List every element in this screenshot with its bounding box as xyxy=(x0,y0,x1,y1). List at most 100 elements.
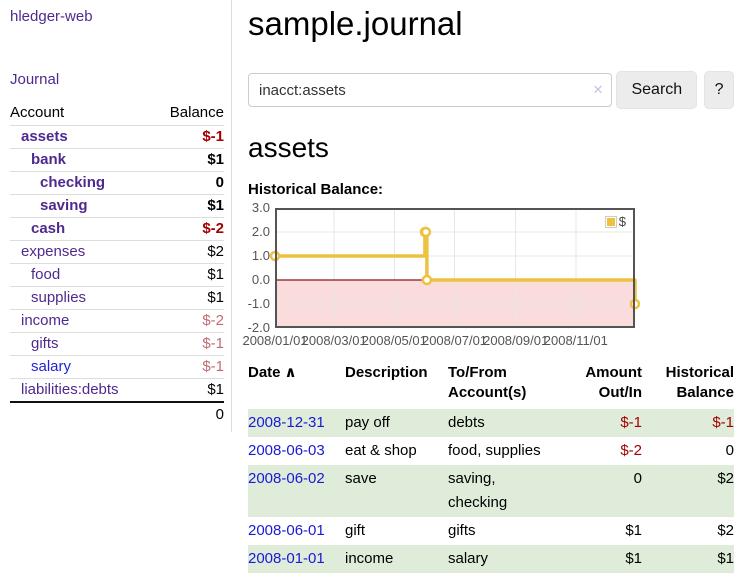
brand-link[interactable]: hledger-web xyxy=(10,8,93,25)
account-balance: $-1 xyxy=(152,355,224,379)
transaction-balance: 0 xyxy=(725,442,734,459)
sidebar: hledger-web Journal Account Balance asse… xyxy=(0,0,232,432)
register-row: 2008-01-01 income salary $1 $1 xyxy=(248,545,734,573)
y-tick-label: 1.0 xyxy=(251,248,270,263)
account-balance: $-1 xyxy=(152,125,224,149)
transaction-date-link[interactable]: 2008-12-31 xyxy=(248,414,325,431)
transaction-date-link[interactable]: 2008-06-01 xyxy=(248,522,325,539)
transaction-amount: $-2 xyxy=(620,442,642,459)
account-link[interactable]: cash xyxy=(31,220,66,237)
description-column-header: Description xyxy=(345,364,428,381)
transaction-amount: $-1 xyxy=(620,414,642,431)
account-balance: $-2 xyxy=(152,309,224,333)
transaction-description: eat & shop xyxy=(345,442,417,459)
y-tick-label: 3.0 xyxy=(251,200,270,215)
date-column-header[interactable]: Date ∧ xyxy=(248,364,297,381)
chart-y-axis: 3.0 2.0 1.0 0.0 -1.0 -2.0 xyxy=(247,201,270,335)
register-header-row: Date ∧ Description To/From Account(s) Amo… xyxy=(248,363,734,409)
y-tick-label: -1.0 xyxy=(247,296,270,311)
transaction-amount: $1 xyxy=(625,550,642,567)
account-balance: $1 xyxy=(152,263,224,287)
transaction-balance: $2 xyxy=(717,522,734,539)
main-content: sample.journal ✕ Search ? assets Histori… xyxy=(242,0,734,573)
search-box: ✕ xyxy=(248,73,613,107)
transaction-date-link[interactable]: 2008-06-02 xyxy=(248,470,325,487)
account-balance: $1 xyxy=(152,286,224,310)
account-link[interactable]: bank xyxy=(31,151,67,168)
account-row: gifts $-1 xyxy=(10,332,224,356)
transaction-date-link[interactable]: 2008-01-01 xyxy=(248,550,325,567)
account-balance: $1 xyxy=(152,194,224,218)
transaction-accounts: food, supplies xyxy=(448,442,541,459)
data-point xyxy=(420,226,432,238)
accounts-table: Account Balance assets $-1 bank $1 checking 0… xyxy=(10,101,224,426)
x-tick-label: 2008/01/01 xyxy=(242,333,308,348)
chart-title: Historical Balance: xyxy=(248,181,384,198)
account-balance: 0 xyxy=(152,171,224,195)
amount-column-header: Amount Out/In xyxy=(585,364,642,401)
accounts-header-row: Account Balance xyxy=(10,101,224,126)
account-link[interactable]: expenses xyxy=(21,243,86,260)
chart-plot-area: $ xyxy=(269,208,641,328)
account-balance: $1 xyxy=(152,378,224,403)
account-link[interactable]: income xyxy=(21,312,70,329)
clear-search-icon[interactable]: ✕ xyxy=(592,82,604,97)
legend-label: $ xyxy=(618,214,626,229)
search-button[interactable]: Search xyxy=(616,71,698,109)
account-heading: assets xyxy=(248,132,329,163)
account-row: salary $-1 xyxy=(10,355,224,379)
account-row: supplies $1 xyxy=(10,286,224,310)
transaction-description: income xyxy=(345,550,394,567)
transaction-accounts: gifts xyxy=(448,522,476,539)
y-tick-label: 0.0 xyxy=(251,272,270,287)
search-input[interactable] xyxy=(248,73,613,107)
account-row: saving $1 xyxy=(10,194,224,218)
transaction-balance: $-1 xyxy=(712,414,734,431)
accounts-column-header-register: To/From Account(s) xyxy=(448,364,527,401)
x-tick-label: 2008/09/01 xyxy=(483,333,549,348)
y-tick-label: -2.0 xyxy=(247,320,270,335)
account-row: food $1 xyxy=(10,263,224,287)
transaction-amount: 0 xyxy=(633,470,642,487)
chart-svg xyxy=(269,208,641,328)
chart-x-axis: 2008/01/01 2008/03/01 2008/05/01 2008/07/01… xyxy=(242,333,635,350)
account-row: assets $-1 xyxy=(10,125,224,149)
sort-ascending-icon: ∧ xyxy=(284,364,297,381)
accounts-total-balance: 0 xyxy=(152,401,224,426)
journal-link[interactable]: Journal xyxy=(10,71,60,88)
account-link[interactable]: supplies xyxy=(31,289,87,306)
account-link[interactable]: liabilities:debts xyxy=(21,381,119,398)
account-link[interactable]: food xyxy=(31,266,61,283)
transaction-date-link[interactable]: 2008-06-03 xyxy=(248,442,325,459)
transaction-balance: $2 xyxy=(717,470,734,487)
historical-balance-column-header: Historical Balance xyxy=(665,364,734,401)
account-link[interactable]: saving xyxy=(40,197,88,214)
x-tick-label: 2008/11/01 xyxy=(543,333,608,348)
transaction-description: gift xyxy=(345,522,366,539)
plot-border xyxy=(275,208,635,328)
register-table-body: 2008-12-31 pay off debts $-1 $-1 2008-06-03 ea… xyxy=(248,409,734,573)
register-row: 2008-12-31 pay off debts $-1 $-1 xyxy=(248,409,734,437)
account-balance: $1 xyxy=(152,148,224,172)
transaction-amount: $1 xyxy=(625,522,642,539)
balance-column-header: Balance xyxy=(152,101,224,126)
transaction-accounts: saving, checking xyxy=(448,470,508,511)
account-row: cash $-2 xyxy=(10,217,224,241)
transaction-description: save xyxy=(345,470,377,487)
register-row: 2008-06-03 eat & shop food, supplies $-2 0 xyxy=(248,437,734,465)
x-tick-label: 2008/07/01 xyxy=(421,333,488,348)
account-link[interactable]: gifts xyxy=(31,335,59,352)
account-link[interactable]: checking xyxy=(40,174,106,191)
legend-swatch xyxy=(604,215,617,228)
y-tick-label: 2.0 xyxy=(251,224,270,239)
balance-chart: 3.0 2.0 1.0 0.0 -1.0 -2.0 $ 2008/01/01 2008/03… xyxy=(242,201,734,350)
account-row: liabilities:debts $1 xyxy=(10,378,224,403)
transaction-accounts: salary xyxy=(448,550,489,567)
accounts-column-header: Account xyxy=(10,101,153,126)
account-row: bank $1 xyxy=(10,148,224,172)
register-table: Date ∧ Description To/From Account(s) Amo… xyxy=(248,363,734,573)
account-link[interactable]: assets xyxy=(21,128,68,145)
account-row: income $-2 xyxy=(10,309,224,333)
help-button[interactable]: ? xyxy=(704,71,734,109)
account-link[interactable]: salary xyxy=(31,358,72,375)
